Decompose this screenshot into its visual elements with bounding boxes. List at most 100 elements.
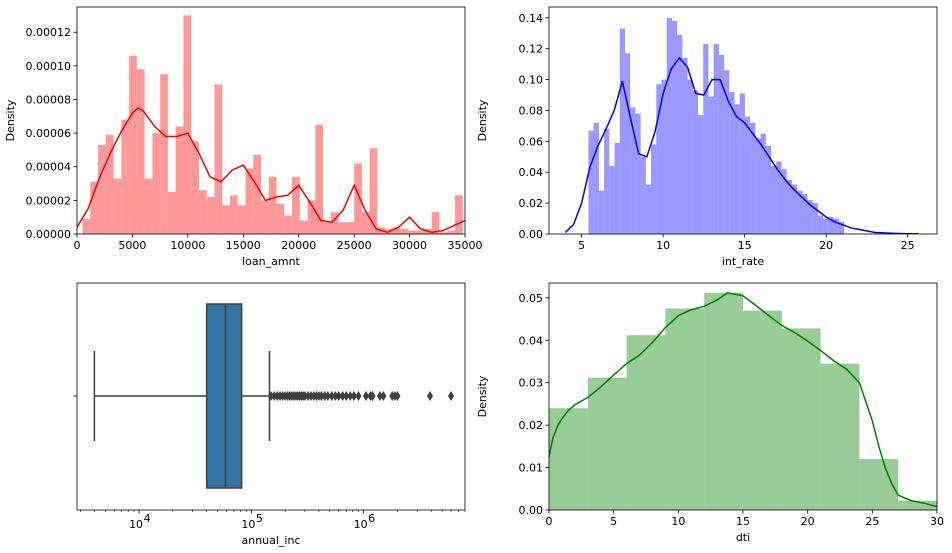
- histogram-bar: [734, 104, 740, 234]
- outlier-point: [335, 391, 342, 401]
- x-tick-label: 5000: [118, 239, 146, 252]
- histogram-bar: [750, 122, 756, 234]
- outlier-point: [332, 391, 339, 401]
- x-tick-exponent: 6: [368, 512, 375, 525]
- histogram-bar: [838, 221, 845, 234]
- y-tick-label: 0.00006: [26, 127, 72, 140]
- y-tick-label: 0.00010: [26, 60, 72, 73]
- y-axis-label: Density: [476, 375, 489, 417]
- x-axis-label: int_rate: [722, 255, 764, 268]
- bars: [77, 15, 465, 234]
- histogram-bar: [651, 144, 657, 234]
- histogram-plot-1: 5 10 15 20 25 0.00 0.02 0.04 0.06 0.08 0.10 0.12 0.1…: [476, 6, 938, 268]
- y-tick-label: 0.04: [519, 334, 544, 347]
- histogram-bar: [786, 179, 792, 234]
- histogram-bar: [812, 203, 818, 234]
- histogram-bar: [400, 228, 409, 234]
- x-tick-label: 15: [736, 515, 750, 528]
- histogram-bar: [284, 215, 293, 234]
- x-tick-label: 10: [241, 518, 255, 531]
- histogram-bar: [361, 212, 370, 234]
- y-tick-label: 0.14: [519, 12, 544, 25]
- histogram-bar: [588, 130, 594, 234]
- histogram-plot-3: 0 5 10 15 20 25 30 0.00 0.01 0.02 0.03 0.04 0.05 dti D…: [476, 282, 944, 544]
- histogram-bar: [771, 166, 777, 234]
- outlier-point: [377, 391, 384, 401]
- histogram-bar: [645, 184, 652, 234]
- x-tick-label: 20: [819, 239, 833, 252]
- histogram-bar: [346, 222, 355, 234]
- histogram-bar: [229, 195, 238, 234]
- outlier-point: [380, 391, 387, 401]
- histogram-bar: [833, 218, 839, 234]
- plot-frame: [76, 282, 466, 511]
- histogram-bar: [656, 84, 662, 234]
- outlier-point: [328, 391, 335, 401]
- histogram-bar: [330, 212, 339, 234]
- histogram-bar: [191, 141, 199, 234]
- x-tick-label: 5: [578, 239, 585, 252]
- box-iqr: [205, 303, 243, 489]
- histogram-bar: [609, 166, 615, 234]
- y-tick-label: 0.05: [519, 292, 544, 305]
- histogram-bar: [338, 222, 347, 234]
- y-axis-label: Density: [476, 99, 489, 141]
- histogram-bar: [307, 200, 316, 234]
- histogram-bar: [703, 44, 709, 234]
- bars: [564, 17, 920, 234]
- histogram-bar: [807, 200, 813, 234]
- histogram-bar: [713, 44, 719, 234]
- histogram-bar: [416, 230, 424, 234]
- x-tick-exponent: 5: [256, 512, 263, 525]
- y-tick-label: 0.00002: [26, 194, 72, 207]
- x-tick-label: 15000: [226, 239, 261, 252]
- histogram-bar: [630, 107, 636, 234]
- outlier-point: [268, 391, 275, 401]
- histogram-bar: [640, 156, 646, 234]
- outlier-point: [339, 391, 346, 401]
- histogram-bar: [323, 222, 331, 234]
- histogram-bar: [661, 79, 667, 234]
- histogram-bar: [593, 122, 599, 234]
- y-axis-label: Density: [4, 99, 17, 141]
- x-tick-label: 20: [801, 515, 815, 528]
- histogram-bar: [743, 310, 782, 510]
- histogram-bar: [666, 17, 672, 234]
- x-tick-label: 10: [129, 518, 143, 531]
- x-tick-label: 30000: [392, 239, 427, 252]
- histogram-bar: [682, 57, 688, 234]
- outlier-point: [318, 391, 325, 401]
- kde-line: [77, 106, 465, 234]
- histogram-bar: [105, 134, 114, 234]
- x-tick-exponent: 4: [144, 512, 151, 525]
- x-tick-label: 10: [656, 239, 670, 252]
- plot-frame: [548, 6, 938, 235]
- x-tick-label: 35000: [448, 239, 483, 252]
- histogram-bar: [698, 115, 704, 234]
- outlier-point: [350, 391, 357, 401]
- histogram-bar: [626, 335, 666, 510]
- histogram-bar: [604, 128, 610, 234]
- outlier-point: [394, 391, 401, 401]
- x-tick-label: 10: [671, 515, 685, 528]
- histogram-bar: [136, 69, 145, 234]
- histogram-bar: [183, 15, 192, 234]
- histogram-bar: [167, 191, 176, 234]
- histogram-bar: [687, 79, 693, 234]
- histogram-bar: [354, 163, 362, 234]
- histogram-bar: [823, 218, 829, 234]
- histogram-bar: [431, 212, 440, 234]
- histogram-bar: [791, 184, 798, 234]
- outlier-point: [301, 391, 308, 401]
- outlier-point: [447, 391, 454, 401]
- histogram-bar: [781, 328, 821, 510]
- x-tick-label: 25: [901, 239, 915, 252]
- x-tick-label: 0: [546, 515, 553, 528]
- x-axis-label: annual_inc: [241, 534, 300, 547]
- histogram-bar: [739, 93, 745, 234]
- x-axis-label: dti: [736, 531, 750, 544]
- histogram-bar: [708, 96, 714, 234]
- x-tick-label: 30: [930, 515, 944, 528]
